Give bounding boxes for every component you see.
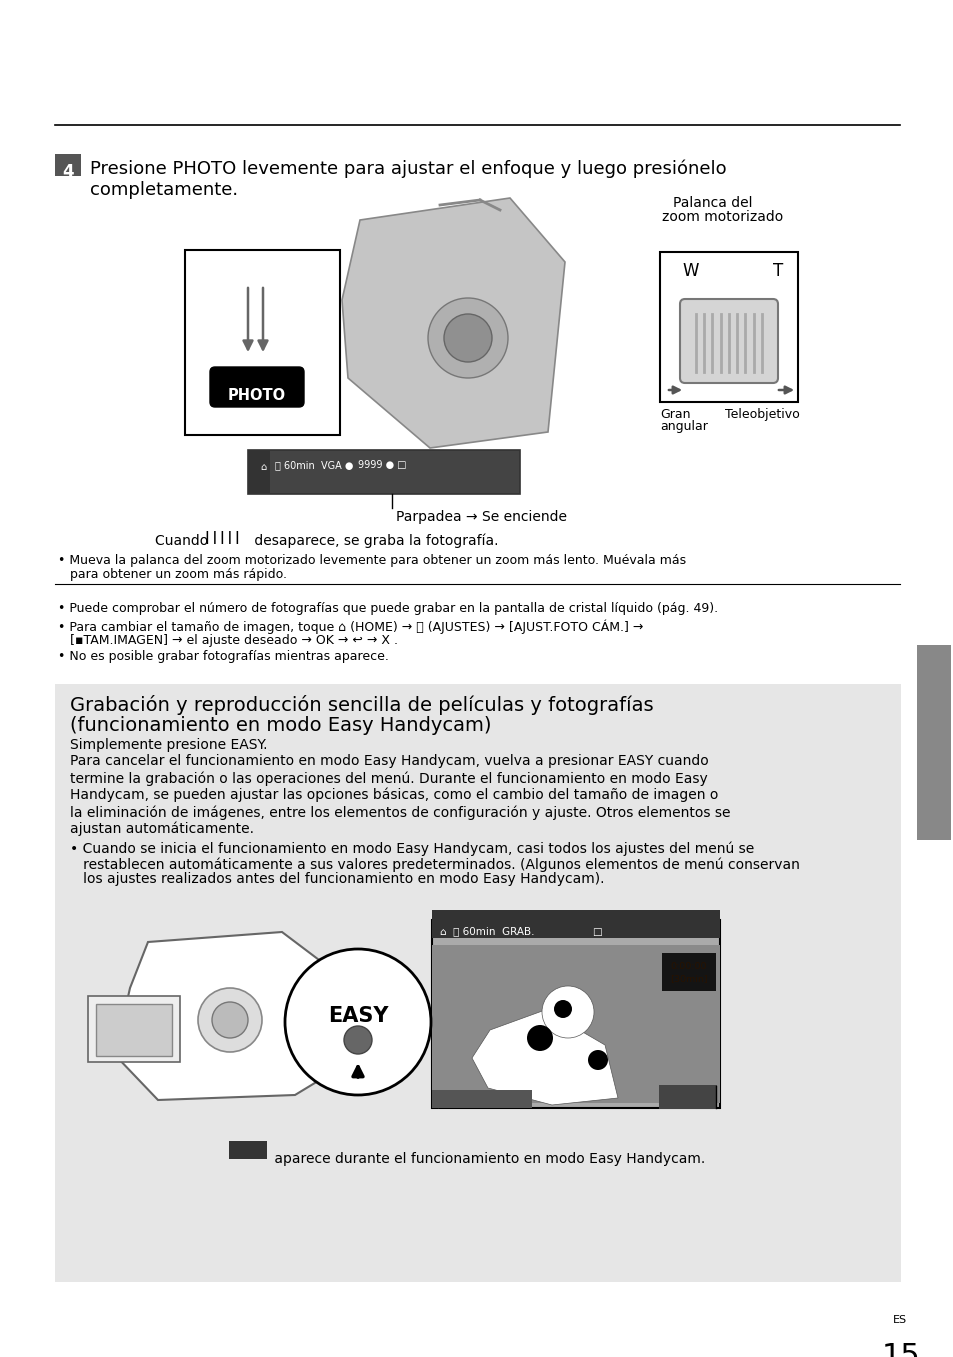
Text: • Cuando se inicia el funcionamiento en modo Easy Handycam, casi todos los ajust: • Cuando se inicia el funcionamiento en … (70, 841, 754, 856)
Text: • Mueva la palanca del zoom motorizado levemente para obtener un zoom más lento.: • Mueva la palanca del zoom motorizado l… (58, 554, 685, 567)
Text: [30min]: [30min] (670, 974, 707, 982)
Text: Grabación y reproducción sencilla de películas y fotografías: Grabación y reproducción sencilla de pel… (70, 695, 653, 715)
Circle shape (554, 1000, 572, 1018)
FancyBboxPatch shape (432, 1090, 532, 1109)
Text: completamente.: completamente. (90, 180, 238, 199)
Text: 4: 4 (62, 163, 73, 180)
Text: EASY: EASY (233, 1151, 262, 1162)
Text: Presione PHOTO levemente para ajustar el enfoque y luego presiónelo: Presione PHOTO levemente para ajustar el… (90, 160, 726, 179)
Text: termine la grabación o las operaciones del menú. Durante el funcionamiento en mo: termine la grabación o las operaciones d… (70, 771, 707, 786)
Text: angular: angular (659, 421, 707, 433)
Text: aparece durante el funcionamiento en modo Easy Handycam.: aparece durante el funcionamiento en mod… (270, 1152, 704, 1166)
FancyBboxPatch shape (55, 153, 81, 176)
Text: W: W (681, 262, 698, 280)
Text: Parpadea → Se enciende: Parpadea → Se enciende (395, 510, 566, 524)
Text: Para cancelar el funcionamiento en modo Easy Handycam, vuelva a presionar EASY c: Para cancelar el funcionamiento en modo … (70, 754, 708, 768)
Circle shape (212, 1001, 248, 1038)
Text: Palanca del: Palanca del (672, 195, 752, 210)
Text: para obtener un zoom más rápido.: para obtener un zoom más rápido. (58, 569, 287, 581)
FancyBboxPatch shape (248, 451, 519, 494)
Text: ⌂  ⌹ 60min  GRAB.                  □: ⌂ ⌹ 60min GRAB. □ (439, 925, 602, 936)
FancyBboxPatch shape (916, 645, 950, 840)
Polygon shape (115, 932, 335, 1101)
Polygon shape (341, 198, 564, 448)
Text: ⌂: ⌂ (260, 461, 266, 472)
Text: 15: 15 (882, 1342, 920, 1357)
Text: • Puede comprobar el número de fotografías que puede grabar en la pantalla de cr: • Puede comprobar el número de fotografí… (58, 603, 718, 615)
Circle shape (198, 988, 262, 1052)
Text: ⌹ 60min  VGA ●: ⌹ 60min VGA ● (274, 460, 353, 470)
FancyBboxPatch shape (88, 996, 180, 1063)
Text: Grabación: Grabación (926, 711, 940, 775)
FancyBboxPatch shape (432, 944, 720, 1103)
Text: (funcionamiento en modo Easy Handycam): (funcionamiento en modo Easy Handycam) (70, 716, 491, 735)
FancyBboxPatch shape (659, 1086, 717, 1109)
Text: Gran: Gran (659, 408, 690, 421)
Text: restablecen automáticamente a sus valores predeterminados. (Algunos elementos de: restablecen automáticamente a sus valore… (70, 858, 799, 871)
Text: ▶  ▦: ▶ ▦ (437, 1099, 462, 1109)
Circle shape (344, 1026, 372, 1054)
Text: zoom motorizado: zoom motorizado (661, 210, 782, 224)
Text: 9999 ● □: 9999 ● □ (357, 460, 406, 470)
Circle shape (285, 949, 431, 1095)
Polygon shape (472, 1010, 618, 1105)
Text: los ajustes realizados antes del funcionamiento en modo Easy Handycam).: los ajustes realizados antes del funcion… (70, 873, 604, 886)
Text: | | | | |: | | | | | (205, 531, 239, 544)
Text: • Para cambiar el tamaño de imagen, toque ⌂ (HOME) → ⎈ (AJUSTES) → [AJUST.FOTO C: • Para cambiar el tamaño de imagen, toqu… (58, 619, 642, 634)
Circle shape (428, 299, 507, 379)
Circle shape (587, 1050, 607, 1071)
Text: PHOTO: PHOTO (228, 388, 286, 403)
FancyBboxPatch shape (659, 252, 797, 402)
Text: T: T (772, 262, 782, 280)
Circle shape (526, 1025, 553, 1052)
FancyBboxPatch shape (661, 953, 716, 991)
FancyBboxPatch shape (185, 250, 339, 436)
FancyBboxPatch shape (432, 911, 720, 938)
Text: Cuando: Cuando (154, 535, 213, 548)
Text: 0:00:00: 0:00:00 (670, 962, 706, 972)
Text: ajustan automáticamente.: ajustan automáticamente. (70, 822, 253, 836)
FancyBboxPatch shape (248, 451, 270, 494)
Circle shape (541, 987, 594, 1038)
Text: Simplemente presione EASY.: Simplemente presione EASY. (70, 738, 267, 752)
Text: EASY: EASY (328, 1006, 388, 1026)
FancyBboxPatch shape (229, 1141, 267, 1159)
FancyBboxPatch shape (96, 1004, 172, 1056)
Text: EASY: EASY (671, 1096, 703, 1107)
Text: desaparece, se graba la fotografía.: desaparece, se graba la fotografía. (250, 535, 498, 548)
FancyBboxPatch shape (210, 366, 304, 407)
Text: • No es posible grabar fotografías mientras aparece.: • No es posible grabar fotografías mient… (58, 650, 389, 664)
FancyBboxPatch shape (55, 684, 900, 1282)
Text: la eliminación de imágenes, entre los elementos de configuración y ajuste. Otros: la eliminación de imágenes, entre los el… (70, 805, 730, 820)
Text: [▪TAM.IMAGEN] → el ajuste deseado → OK → ↩ → X .: [▪TAM.IMAGEN] → el ajuste deseado → OK →… (58, 634, 397, 647)
FancyBboxPatch shape (679, 299, 778, 383)
Text: ES: ES (892, 1315, 906, 1324)
Text: Teleobjetivo: Teleobjetivo (724, 408, 799, 421)
FancyBboxPatch shape (432, 920, 720, 1109)
Circle shape (443, 313, 492, 362)
Text: Handycam, se pueden ajustar las opciones básicas, como el cambio del tamaño de i: Handycam, se pueden ajustar las opciones… (70, 788, 718, 802)
